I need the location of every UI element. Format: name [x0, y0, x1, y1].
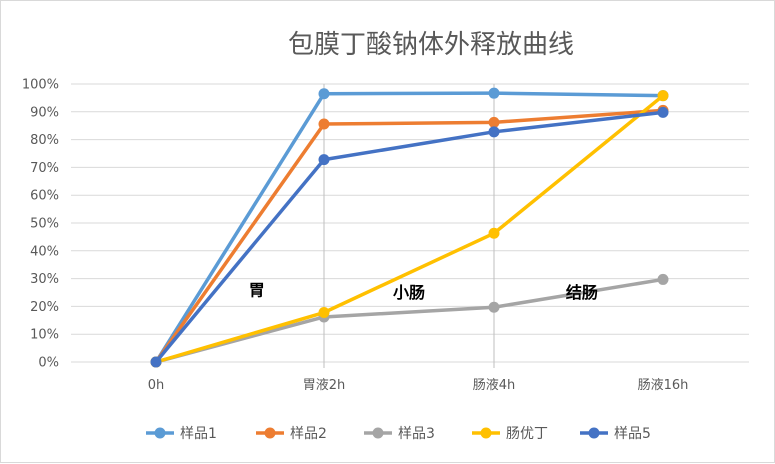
chart-title: 包膜丁酸钠体外释放曲线: [288, 30, 574, 60]
region-annotations: 胃 小肠 结肠: [249, 280, 598, 302]
y-tick-label: 10%: [30, 328, 59, 343]
y-tick-label: 60%: [30, 189, 59, 204]
legend-label: 样品1: [180, 426, 217, 442]
series-样品5: [150, 106, 669, 368]
legend-item: 肠优丁: [472, 426, 548, 442]
data-point: [657, 90, 669, 102]
data-point: [488, 87, 500, 99]
legend-label: 肠优丁: [506, 426, 548, 442]
region-label: 小肠: [393, 283, 425, 302]
legend-label: 样品5: [614, 426, 651, 442]
legend-label: 样品2: [290, 426, 327, 442]
x-tick-label: 肠液16h: [638, 378, 689, 393]
series-样品1: [150, 87, 669, 368]
legend-item: 样品2: [256, 426, 327, 442]
data-point: [318, 118, 330, 130]
data-point: [657, 106, 669, 118]
x-axis-ticks: 0h 胃液2h 肠液4h 肠液16h: [148, 378, 689, 393]
data-point: [488, 116, 500, 128]
y-axis-ticks: 0% 10% 20% 30% 40% 50% 60% 70% 80% 90% 100%: [22, 78, 59, 371]
series-line: [154, 93, 665, 364]
legend-marker: [154, 427, 166, 439]
legend-marker: [264, 427, 276, 439]
y-tick-label: 100%: [22, 78, 59, 93]
y-tick-label: 20%: [30, 300, 59, 315]
legend-marker: [480, 427, 492, 439]
data-point: [488, 301, 500, 313]
region-label: 胃: [249, 280, 265, 299]
region-label: 结肠: [565, 283, 598, 302]
grid-layer: [71, 83, 749, 363]
series-line: [154, 91, 665, 364]
data-point: [318, 88, 330, 100]
legend: 样品1 样品2 样品3 肠优丁 样品5: [146, 426, 651, 442]
series-line: [154, 108, 665, 364]
legend-item: 样品5: [580, 426, 651, 442]
series-line: [154, 277, 665, 364]
y-tick-label: 30%: [30, 272, 59, 287]
data-point: [657, 273, 669, 285]
x-tick-label: 胃液2h: [303, 378, 346, 393]
y-tick-label: 0%: [38, 356, 59, 371]
x-tick-label: 肠液4h: [473, 378, 516, 393]
y-tick-label: 50%: [30, 217, 59, 232]
legend-label: 样品3: [398, 426, 435, 442]
x-tick-label: 0h: [148, 378, 165, 393]
series-line: [154, 110, 665, 364]
y-tick-label: 80%: [30, 133, 59, 148]
series-layer: [150, 87, 669, 368]
legend-item: 样品1: [146, 426, 217, 442]
data-point: [318, 307, 330, 319]
data-point: [318, 154, 330, 166]
data-point: [150, 356, 162, 368]
region-dividers: [323, 84, 495, 368]
series-肠优丁: [150, 90, 669, 368]
y-tick-label: 90%: [30, 105, 59, 120]
legend-marker: [588, 427, 600, 439]
y-tick-label: 40%: [30, 244, 59, 259]
legend-marker: [372, 427, 384, 439]
data-point: [488, 227, 500, 239]
legend-item: 样品3: [364, 426, 435, 442]
y-tick-label: 70%: [30, 161, 59, 176]
data-point: [488, 126, 500, 138]
